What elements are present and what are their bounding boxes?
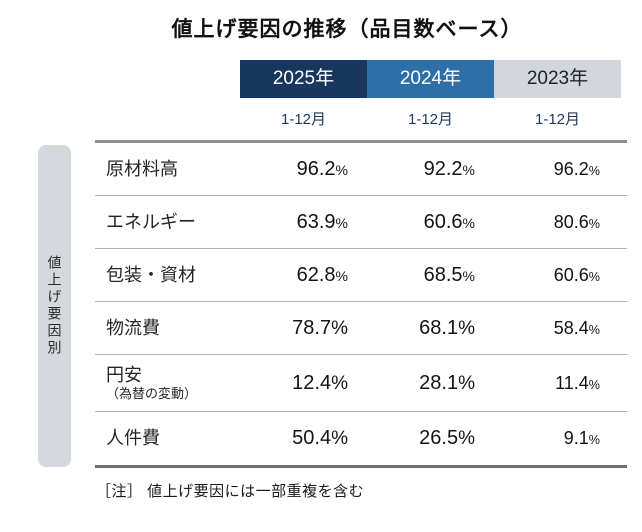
percent-sign: %	[588, 322, 600, 337]
value-text: 96.2	[553, 158, 589, 179]
row-sublabel-text: （為替の変動）	[106, 385, 198, 401]
row-label-text: エネルギー	[106, 211, 196, 232]
value-2024: 26.5%	[367, 427, 494, 450]
value-text: 60.6	[423, 210, 463, 233]
value-2025: 62.8%	[240, 264, 367, 287]
value-text: 9.1	[563, 428, 589, 448]
year-header-row: 2025年 2024年 2023年	[240, 60, 621, 98]
row-label: 包装・資材	[95, 265, 240, 286]
percent-sign: %	[588, 269, 600, 284]
footnote: ［注］ 値上げ要因には一部重複を含む	[96, 483, 365, 500]
value-2025: 63.9%	[240, 211, 367, 234]
year-header-2025: 2025年	[240, 60, 367, 98]
value-2023: 9.1%	[494, 428, 621, 449]
value-2024: 92.2%	[367, 158, 494, 181]
percent-sign: %	[335, 161, 348, 178]
value-text: 92.2	[423, 157, 463, 180]
percent-sign: %	[331, 372, 348, 394]
percent-sign: %	[331, 428, 348, 449]
row-label-text: 円安	[106, 364, 142, 385]
table-row: 円安 （為替の変動） 12.4% 28.1% 11.4%	[95, 355, 627, 412]
table-row: エネルギー 63.9% 60.6% 80.6%	[95, 196, 627, 249]
value-2025: 78.7%	[240, 317, 367, 340]
percent-sign: %	[458, 372, 475, 394]
percent-sign: %	[588, 377, 600, 392]
value-text: 26.5	[419, 427, 459, 449]
row-label-text: 人件費	[106, 428, 160, 449]
percent-sign: %	[335, 267, 348, 284]
percent-sign: %	[588, 163, 600, 178]
row-label-text: 包装・資材	[106, 264, 196, 285]
page-title: 値上げ要因の推移（品目数ベース）	[171, 18, 523, 41]
row-label-text: 原材料高	[106, 158, 178, 179]
value-2024: 68.1%	[367, 317, 494, 340]
value-text: 63.9	[296, 210, 336, 233]
value-text: 58.4	[553, 317, 589, 338]
value-text: 62.8	[296, 263, 336, 286]
value-text: 11.4	[555, 372, 589, 393]
row-label: 円安 （為替の変動）	[95, 365, 240, 401]
percent-sign: %	[458, 428, 475, 449]
percent-sign: %	[458, 317, 475, 339]
percent-sign: %	[588, 433, 600, 447]
value-2025: 96.2%	[240, 158, 367, 181]
period-2024: 1-12月	[407, 111, 454, 128]
value-text: 50.4	[292, 427, 332, 449]
percent-sign: %	[462, 161, 475, 178]
value-text: 28.1	[419, 371, 459, 394]
value-text: 12.4	[292, 371, 332, 394]
row-label-text: 物流費	[106, 317, 160, 338]
value-text: 80.6	[553, 211, 589, 232]
table-row: 物流費 78.7% 68.1% 58.4%	[95, 302, 627, 355]
value-text: 96.2	[296, 157, 336, 180]
percent-sign: %	[331, 317, 348, 339]
value-2024: 68.5%	[367, 264, 494, 287]
percent-sign: %	[462, 267, 475, 284]
value-text: 60.6	[553, 264, 589, 285]
period-2025: 1-12月	[280, 111, 327, 128]
value-2025: 50.4%	[240, 427, 367, 450]
table-row: 包装・資材 62.8% 68.5% 60.6%	[95, 249, 627, 302]
value-2024: 28.1%	[367, 372, 494, 395]
value-2025: 12.4%	[240, 372, 367, 395]
value-2023: 80.6%	[494, 212, 621, 233]
period-header-row: 1-12月 1-12月 1-12月	[240, 98, 621, 142]
period-2023: 1-12月	[534, 111, 581, 128]
row-label: 物流費	[95, 318, 240, 339]
value-2024: 60.6%	[367, 211, 494, 234]
data-table: 原材料高 96.2% 92.2% 96.2% エネルギー 63.9% 60.6%…	[95, 140, 627, 468]
row-group-label: 値上げ要因別	[38, 145, 71, 467]
value-2023: 96.2%	[494, 159, 621, 180]
row-label: 原材料高	[95, 159, 240, 180]
value-text: 78.7	[292, 316, 332, 339]
year-header-2024: 2024年	[367, 60, 494, 98]
table-row: 人件費 50.4% 26.5% 9.1%	[95, 412, 627, 465]
value-2023: 11.4%	[494, 373, 621, 394]
value-2023: 58.4%	[494, 318, 621, 339]
percent-sign: %	[462, 214, 475, 231]
year-header-2023: 2023年	[494, 60, 621, 98]
percent-sign: %	[588, 216, 600, 231]
row-label: 人件費	[95, 428, 240, 449]
value-2023: 60.6%	[494, 265, 621, 286]
table-row: 原材料高 96.2% 92.2% 96.2%	[95, 143, 627, 196]
row-label: エネルギー	[95, 212, 240, 233]
value-text: 68.5	[423, 263, 463, 286]
percent-sign: %	[335, 214, 348, 231]
value-text: 68.1	[419, 316, 459, 339]
